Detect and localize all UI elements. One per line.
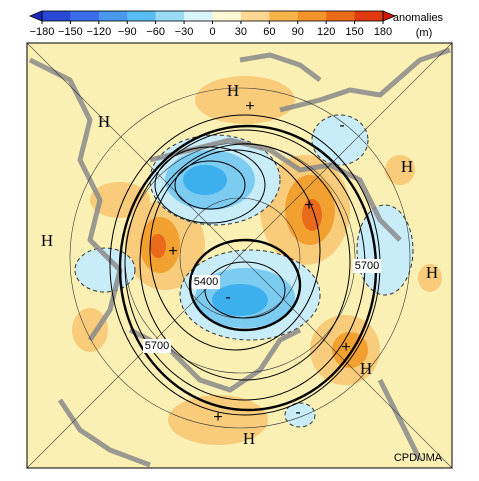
anomaly-sign: - (295, 404, 300, 421)
colorbar-tick-label: 120 (317, 26, 335, 38)
colorbar-tick-label: 90 (292, 26, 304, 38)
colorbar-tick-label: −90 (118, 26, 137, 38)
credit: CPD/JMA (394, 452, 443, 464)
contour-label-bg (192, 275, 220, 289)
colorbar-segment (326, 11, 355, 21)
colorbar-tick-label: 30 (235, 26, 247, 38)
colorbar-segment (184, 11, 213, 21)
contour-label-bg (353, 259, 381, 273)
high-label: H (360, 359, 372, 378)
anomaly-sign: + (168, 243, 177, 260)
anomaly-sign: + (304, 197, 313, 214)
colorbar-segment (155, 11, 185, 21)
colorbar-segment (212, 11, 242, 21)
colorbar-tick-label: −30 (175, 26, 194, 38)
map-area (27, 43, 452, 468)
anomaly-sign: - (225, 289, 230, 306)
anomaly-sign: + (245, 98, 254, 115)
colorbar-tick-label: −60 (146, 26, 165, 38)
high-label: H (243, 429, 255, 448)
colorbar-segment (297, 11, 327, 21)
colorbar-segment (42, 11, 71, 21)
anomaly-sign: - (339, 117, 344, 134)
colorbar-segment (98, 11, 128, 21)
colorbar-segment (269, 11, 299, 21)
contour-label: 5700 (145, 340, 169, 352)
contour-label-bg (143, 339, 171, 353)
colorbar-tick-label: 60 (263, 26, 275, 38)
colorbar-tick-label: −180 (30, 26, 55, 38)
anomaly-sign: + (213, 409, 222, 426)
colorbar-tick-label: 180 (374, 26, 392, 38)
colorbar-tick-label: 0 (209, 26, 215, 38)
colorbar-segment (70, 11, 100, 21)
anomaly-sign: + (341, 339, 350, 356)
colorbar-tick-label: −120 (86, 26, 111, 38)
colorbar-segment (127, 11, 156, 21)
colorbar-tick-label: −150 (58, 26, 83, 38)
high-label: H (98, 112, 110, 131)
contour-label: 5700 (355, 260, 379, 272)
colorbar-end (28, 10, 43, 22)
colorbar-tick-label: 150 (345, 26, 363, 38)
high-label: H (227, 81, 239, 100)
colorbar-segment (240, 11, 270, 21)
colorbar-title: anomalies (393, 12, 444, 24)
colorbar-segment (354, 11, 384, 21)
high-label: H (426, 263, 438, 282)
colorbar: −180 −150 −120 −90 −60 −30 0 30 60 90 120 150 180 (28, 10, 397, 38)
high-label: H (41, 231, 53, 250)
high-label: H (401, 157, 413, 176)
contour-label: 5400 (194, 276, 218, 288)
colorbar-unit: (m) (416, 27, 433, 39)
